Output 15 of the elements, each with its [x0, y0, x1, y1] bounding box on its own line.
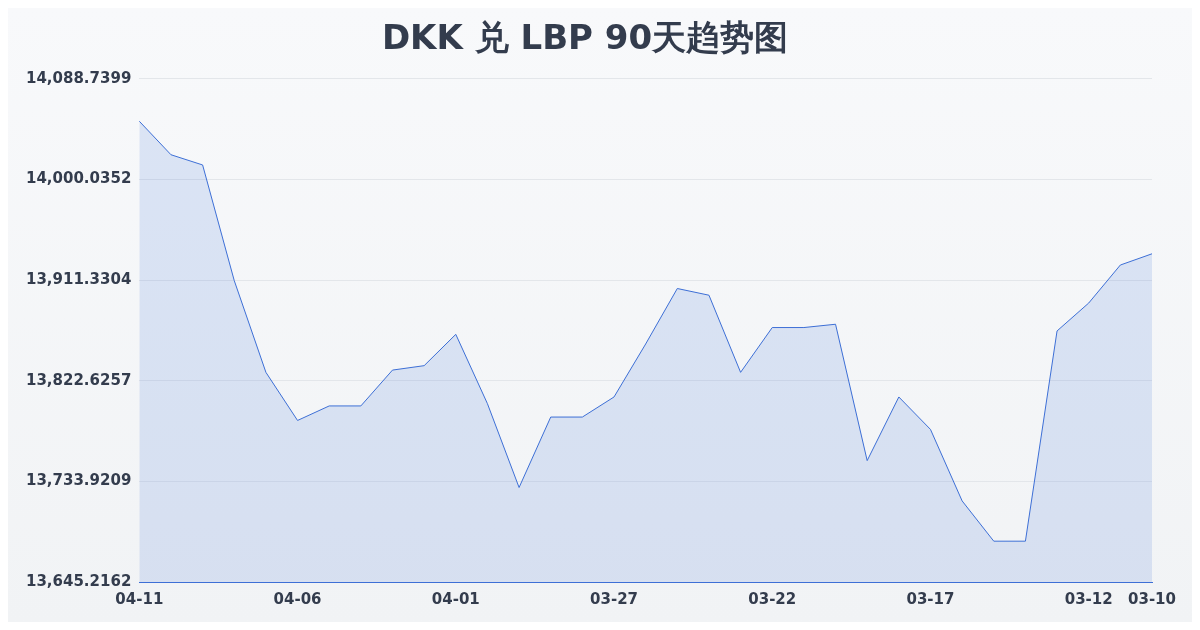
x-tick-label: 04-01: [431, 589, 480, 608]
x-tick-label: 03-10: [1128, 589, 1176, 608]
y-tick-label: 14,088.7399: [25, 68, 132, 87]
y-tick-label: 13,822.6257: [25, 370, 132, 389]
chart-title: DKK 兑 LBP 90天趋势图: [381, 17, 789, 58]
x-tick-label: 03-12: [1064, 589, 1113, 608]
x-tick-label: 03-22: [748, 589, 797, 608]
x-tick-label: 04-11: [115, 589, 164, 608]
y-tick-label: 13,911.3304: [25, 269, 132, 288]
x-tick-label: 03-17: [906, 589, 955, 608]
y-tick-label: 14,000.0352: [25, 169, 132, 188]
y-tick-label: 13,733.9209: [25, 471, 132, 490]
y-tick-label: 13,645.2162: [25, 571, 132, 590]
x-tick-label: 03-27: [590, 589, 639, 608]
x-tick-label: 04-06: [273, 589, 322, 608]
